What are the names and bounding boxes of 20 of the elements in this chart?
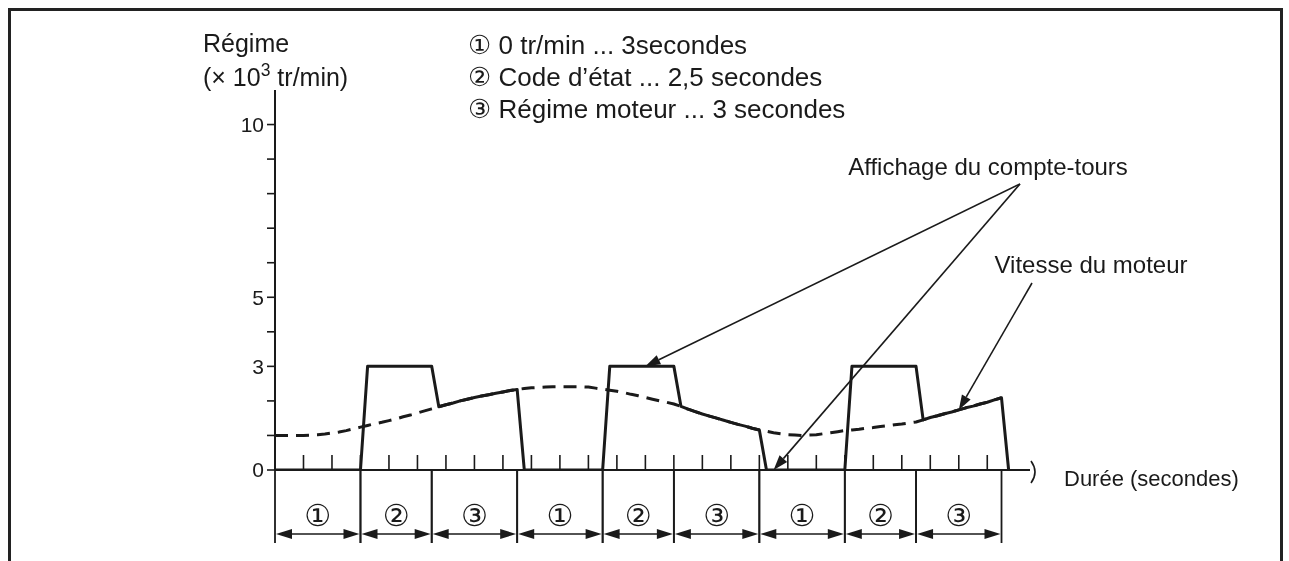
y-tick-label: 0 [252,458,264,482]
text: ① [788,499,816,532]
text: ③ [703,499,731,532]
y-tick-label: 10 [240,113,264,136]
text: ② [382,499,410,532]
x-axis-title: Durée (secondes) [1064,466,1239,491]
text: ③ [945,499,973,532]
text: ② [866,499,894,532]
annotation: ③ Régime moteur ... 3 secondes [468,94,846,124]
annotation: ② Code d’état ... 2,5 secondes [468,62,823,92]
y-tick-label: 5 [252,285,264,309]
y-tick-label: 3 [252,354,264,378]
text: ② [624,499,652,532]
text: ① [304,499,332,532]
text: Affichage du compte-tours [848,153,1128,180]
y-axis-title: Régime (× 10$^{3}$ tr/min) [203,29,349,91]
text: ① 0 tr/min ... 3secondes [468,30,748,60]
text: Vitesse du moteur [994,251,1188,278]
text: ③ [460,499,488,532]
text: ① [546,499,574,532]
